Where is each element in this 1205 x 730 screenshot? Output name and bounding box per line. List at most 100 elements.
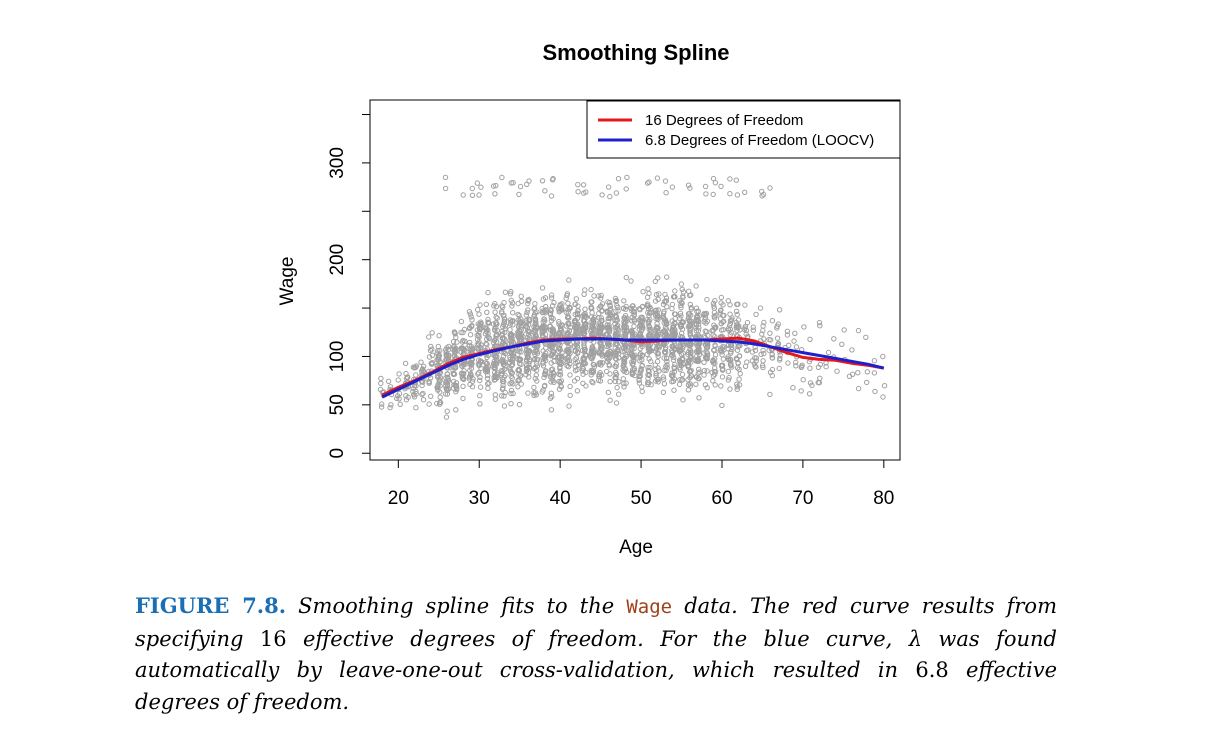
data-point: [718, 300, 724, 306]
data-point: [670, 326, 676, 332]
data-point: [547, 310, 553, 316]
data-point: [718, 183, 724, 190]
data-point: [775, 340, 782, 347]
data-point: [631, 345, 637, 352]
x-tick-label: 80: [873, 488, 894, 509]
data-point: [621, 315, 628, 321]
data-point: [654, 175, 661, 181]
data-point: [565, 300, 571, 306]
data-point: [749, 349, 756, 355]
data-point: [599, 351, 605, 358]
data-point: [688, 373, 695, 379]
data-point: [661, 333, 667, 339]
data-point: [591, 293, 597, 299]
data-point: [727, 302, 733, 308]
data-point: [872, 388, 878, 395]
data-point: [498, 393, 505, 399]
data-point: [598, 341, 604, 347]
data-point: [469, 185, 475, 192]
data-point: [548, 193, 555, 199]
data-point: [551, 299, 557, 306]
data-point: [582, 287, 588, 293]
data-point: [397, 401, 403, 407]
data-point: [437, 377, 443, 384]
data-point: [759, 362, 766, 369]
data-point: [704, 368, 710, 374]
data-point: [655, 330, 661, 336]
data-point: [726, 374, 732, 381]
data-point: [460, 337, 466, 344]
data-point: [786, 342, 792, 348]
data-point: [542, 327, 548, 333]
data-point: [531, 384, 537, 391]
data-point: [461, 368, 467, 374]
data-point: [549, 332, 555, 338]
data-point: [863, 334, 869, 340]
data-point: [507, 291, 514, 297]
data-point: [710, 360, 717, 366]
data-point: [612, 363, 618, 369]
data-point: [816, 320, 823, 326]
data-point: [729, 364, 735, 370]
data-point: [467, 381, 473, 388]
data-point: [807, 336, 813, 342]
data-point: [615, 176, 622, 182]
data-point: [508, 362, 515, 369]
data-point: [523, 312, 529, 318]
data-point: [701, 333, 708, 339]
data-point: [711, 303, 717, 309]
data-point: [612, 345, 618, 351]
data-point: [750, 327, 756, 333]
data-point: [426, 401, 432, 407]
data-point: [539, 305, 545, 312]
data-point: [785, 360, 791, 366]
data-point: [718, 294, 724, 301]
data-point: [469, 378, 476, 385]
data-point: [701, 359, 707, 365]
data-point: [647, 326, 654, 332]
data-point: [524, 181, 530, 188]
data-point: [567, 392, 573, 399]
data-point: [599, 301, 606, 307]
data-point: [378, 375, 384, 382]
data-point: [534, 343, 540, 349]
data-point: [526, 316, 532, 322]
data-point: [734, 381, 740, 387]
data-point: [672, 288, 678, 294]
data-point: [515, 378, 521, 384]
data-point: [533, 372, 539, 378]
data-point: [719, 402, 725, 409]
data-point: [693, 322, 700, 328]
data-point: [532, 300, 538, 307]
data-point: [712, 324, 718, 331]
data-point: [501, 361, 507, 367]
data-point: [697, 369, 703, 375]
y-axis: 0 50 100 200 300: [327, 114, 371, 458]
data-point: [727, 318, 734, 324]
data-point: [502, 323, 509, 329]
data-point: [621, 357, 628, 363]
data-point: [426, 380, 432, 386]
data-point: [693, 283, 699, 289]
data-point: [486, 380, 492, 386]
data-point: [637, 331, 643, 338]
data-point: [645, 286, 651, 292]
data-point: [510, 310, 516, 316]
data-point: [669, 184, 676, 190]
data-point: [518, 372, 524, 379]
data-point: [450, 338, 457, 345]
data-point: [621, 324, 627, 330]
data-point: [388, 402, 394, 408]
data-point: [494, 321, 500, 327]
data-point: [687, 323, 693, 329]
data-point: [509, 361, 516, 368]
data-point: [435, 343, 441, 350]
data-point: [704, 350, 711, 356]
data-point: [466, 309, 473, 315]
data-point: [687, 381, 693, 387]
data-point: [761, 350, 767, 357]
data-point: [662, 349, 668, 356]
data-point: [645, 367, 652, 374]
data-point: [685, 377, 691, 383]
data-point: [453, 389, 459, 395]
